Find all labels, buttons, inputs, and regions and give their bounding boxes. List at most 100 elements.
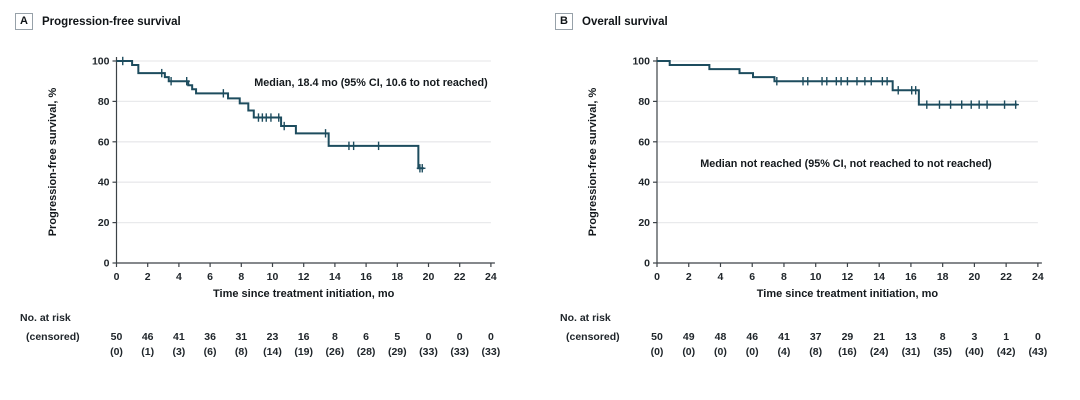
panel-progression-free-survival: A Progression-free survival 0 20 40 60 80 100… xyxy=(15,13,501,359)
svg-text:50: 50 xyxy=(651,331,663,343)
svg-text:(8): (8) xyxy=(809,346,822,358)
svg-text:(24): (24) xyxy=(870,346,889,358)
svg-text:(3): (3) xyxy=(172,346,185,358)
svg-text:36: 36 xyxy=(204,331,216,343)
svg-text:16: 16 xyxy=(298,331,310,343)
svg-text:4: 4 xyxy=(176,271,182,283)
svg-text:24: 24 xyxy=(485,271,497,283)
svg-text:8: 8 xyxy=(238,271,244,283)
svg-text:No. at risk: No. at risk xyxy=(20,312,71,324)
panel-a-title: Progression-free survival xyxy=(42,15,181,28)
svg-text:10: 10 xyxy=(267,271,279,283)
svg-text:(0): (0) xyxy=(110,346,123,358)
svg-text:31: 31 xyxy=(235,331,247,343)
svg-text:(19): (19) xyxy=(294,346,313,358)
svg-text:(33): (33) xyxy=(450,346,469,358)
svg-text:(1): (1) xyxy=(141,346,154,358)
svg-text:(16): (16) xyxy=(838,346,857,358)
svg-text:0: 0 xyxy=(426,331,432,343)
svg-text:(33): (33) xyxy=(482,346,501,358)
svg-text:24: 24 xyxy=(1032,271,1044,283)
svg-text:8: 8 xyxy=(940,331,946,343)
svg-text:41: 41 xyxy=(173,331,185,343)
svg-text:49: 49 xyxy=(683,331,695,343)
svg-text:(0): (0) xyxy=(682,346,695,358)
svg-text:100: 100 xyxy=(632,56,650,68)
svg-text:14: 14 xyxy=(873,271,885,283)
svg-text:(35): (35) xyxy=(933,346,952,358)
svg-text:5: 5 xyxy=(394,331,400,343)
panel-a-label-box: A xyxy=(15,13,33,30)
svg-text:0: 0 xyxy=(488,331,494,343)
svg-text:2: 2 xyxy=(686,271,692,283)
svg-text:(4): (4) xyxy=(778,346,791,358)
svg-text:80: 80 xyxy=(98,96,110,108)
svg-text:60: 60 xyxy=(98,136,110,148)
svg-text:8: 8 xyxy=(781,271,787,283)
svg-text:(31): (31) xyxy=(902,346,921,358)
svg-text:(censored): (censored) xyxy=(26,331,80,343)
svg-text:0: 0 xyxy=(644,258,650,270)
svg-text:3: 3 xyxy=(971,331,977,343)
svg-text:1: 1 xyxy=(1003,331,1009,343)
svg-text:46: 46 xyxy=(142,331,154,343)
svg-text:20: 20 xyxy=(969,271,981,283)
svg-text:2: 2 xyxy=(145,271,151,283)
panel-a-header: A Progression-free survival xyxy=(15,13,181,30)
svg-text:23: 23 xyxy=(267,331,279,343)
svg-text:Progression-free survival, %: Progression-free survival, % xyxy=(587,88,599,237)
svg-text:(33): (33) xyxy=(419,346,438,358)
svg-text:0: 0 xyxy=(457,331,463,343)
panel-b-label-box: B xyxy=(555,13,573,30)
svg-text:29: 29 xyxy=(842,331,854,343)
svg-text:0: 0 xyxy=(114,271,120,283)
svg-text:(28): (28) xyxy=(357,346,376,358)
panel-overall-survival: B Overall survival 0 20 40 60 80 100 0 2 4 6 8 10 12… xyxy=(540,0,1080,400)
svg-text:(0): (0) xyxy=(651,346,664,358)
panel-b-header: B Overall survival xyxy=(555,13,668,30)
svg-text:Time since treatment initiatio: Time since treatment initiation, mo xyxy=(213,288,395,300)
svg-text:Median not reached (95% CI, no: Median not reached (95% CI, not reached … xyxy=(700,158,992,170)
svg-text:48: 48 xyxy=(715,331,727,343)
svg-text:Time since treatment initiatio: Time since treatment initiation, mo xyxy=(757,288,939,300)
svg-text:22: 22 xyxy=(1000,271,1012,283)
svg-text:(0): (0) xyxy=(714,346,727,358)
svg-text:6: 6 xyxy=(749,271,755,283)
svg-text:4: 4 xyxy=(718,271,724,283)
svg-text:20: 20 xyxy=(423,271,435,283)
svg-text:14: 14 xyxy=(329,271,341,283)
svg-text:22: 22 xyxy=(454,271,466,283)
svg-text:6: 6 xyxy=(207,271,213,283)
svg-text:Median, 18.4 mo (95% CI, 10.6: Median, 18.4 mo (95% CI, 10.6 to not rea… xyxy=(254,77,488,89)
svg-text:0: 0 xyxy=(104,258,110,270)
svg-text:(censored): (censored) xyxy=(566,331,620,343)
svg-text:(40): (40) xyxy=(965,346,984,358)
svg-text:12: 12 xyxy=(842,271,854,283)
svg-text:80: 80 xyxy=(638,96,650,108)
svg-text:(8): (8) xyxy=(235,346,248,358)
svg-text:(29): (29) xyxy=(388,346,407,358)
svg-text:0: 0 xyxy=(1035,331,1041,343)
svg-text:12: 12 xyxy=(298,271,310,283)
svg-text:(6): (6) xyxy=(204,346,217,358)
svg-text:41: 41 xyxy=(778,331,790,343)
svg-text:16: 16 xyxy=(905,271,917,283)
svg-text:50: 50 xyxy=(111,331,123,343)
panel-b-title: Overall survival xyxy=(582,15,668,28)
svg-text:(26): (26) xyxy=(326,346,345,358)
svg-text:6: 6 xyxy=(363,331,369,343)
svg-text:40: 40 xyxy=(98,177,110,189)
svg-text:100: 100 xyxy=(92,56,110,68)
svg-text:13: 13 xyxy=(905,331,917,343)
svg-text:18: 18 xyxy=(937,271,949,283)
svg-text:0: 0 xyxy=(654,271,660,283)
svg-text:40: 40 xyxy=(638,177,650,189)
svg-text:46: 46 xyxy=(746,331,758,343)
svg-text:20: 20 xyxy=(98,217,110,229)
svg-text:10: 10 xyxy=(810,271,822,283)
svg-text:8: 8 xyxy=(332,331,338,343)
svg-text:(43): (43) xyxy=(1029,346,1048,358)
